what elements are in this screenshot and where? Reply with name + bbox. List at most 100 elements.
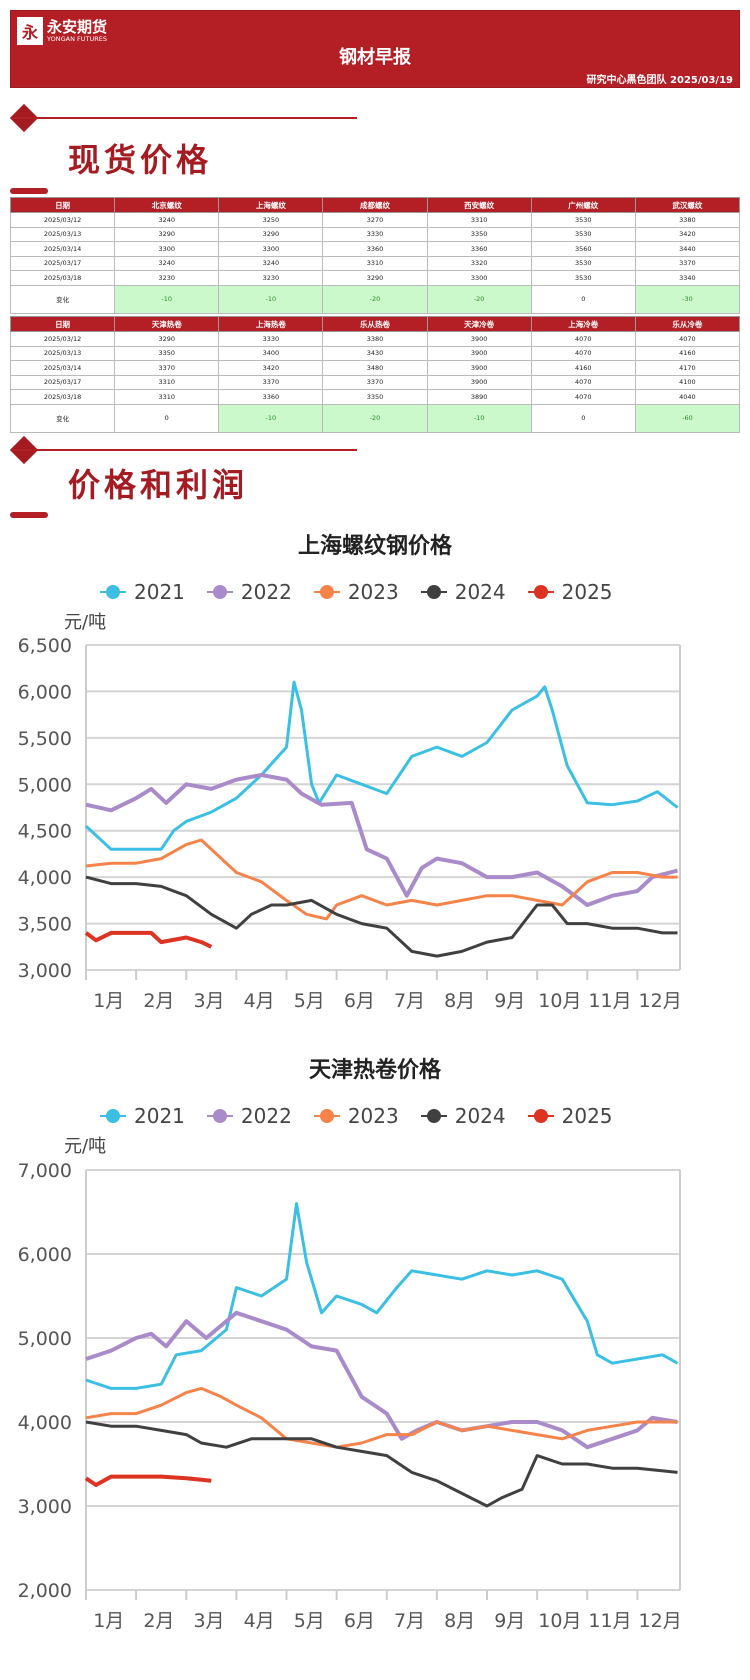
table-cell: 2025/03/14 [9,241,116,257]
column-header: 乐从冷卷 [634,316,741,332]
table-cell: 3360 [218,389,324,405]
report-header: 永 永安期货 YONGAN FUTURES 钢材早报 研究中心黑色团队 2025… [10,10,740,88]
y-tick-label: 3,000 [18,960,72,982]
y-tick-label: 4,000 [18,1412,72,1434]
legend-marker-icon [100,585,126,599]
column-header: 乐从热卷 [322,316,428,332]
column-header: 上海热卷 [218,316,324,332]
series-line-2022 [85,1310,678,1450]
change-row: 变化 0 -10 -20 -10 0 -60 [9,403,741,433]
series-line-2023 [85,838,678,921]
table-cell: 4160 [634,345,741,361]
legend-marker-icon [313,1109,340,1123]
change-cell: -10 [218,403,324,433]
x-tick-label: 11月 [588,990,631,1012]
change-cell: -60 [634,403,741,433]
y-axis-unit: 元/吨 [64,612,107,633]
legend-label: 2021 [134,580,185,604]
table-cell: 3270 [322,212,428,228]
table-row: 2025/03/17 3310 3370 3370 3900 4070 4100 [9,374,741,390]
column-header: 北京螺纹 [114,197,220,213]
x-tick-label: 9月 [494,1610,525,1632]
legend-item-2024[interactable]: 2024 [420,580,506,604]
table-header-row: 日期 天津热卷 上海热卷 乐从热卷 天津冷卷 上海冷卷 乐从冷卷 [9,316,741,332]
legend-item-2025[interactable]: 2025 [527,580,613,604]
y-tick-label: 6,000 [18,681,72,703]
legend-label: 2021 [134,1104,185,1128]
legend-label: 2022 [240,1104,292,1128]
table-cell: 2025/03/18 [9,389,116,405]
table-cell: 3330 [322,226,428,242]
x-tick-label: 8月 [444,990,475,1012]
chart-title: 上海螺纹钢价格 [297,534,452,559]
table-row: 2025/03/13 3290 3290 3330 3350 3530 3420 [9,226,741,242]
table-cell: 4070 [634,331,741,347]
legend-item-2021[interactable]: 2021 [100,580,185,604]
table-cell: 3530 [530,226,636,242]
series-line-2021 [85,1202,679,1390]
legend-item-2023[interactable]: 2023 [313,1104,399,1128]
change-cell: -30 [634,284,741,314]
change-cell: -10 [114,284,220,314]
legend-item-2022[interactable]: 2022 [206,580,292,604]
section-divider [12,117,357,119]
table-row: 2025/03/14 3300 3300 3360 3360 3560 3440 [9,241,741,257]
table-cell: 2025/03/13 [9,226,116,242]
y-tick-label: 4,000 [18,867,72,889]
legend-item-2021[interactable]: 2021 [100,1104,185,1128]
table-cell: 3240 [114,212,220,228]
table-cell: 3370 [634,255,741,271]
legend-label: 2024 [454,580,506,604]
x-tick-label: 8月 [444,1610,475,1632]
x-tick-label: 1月 [93,1610,124,1632]
y-tick-label: 5,000 [18,774,72,796]
legend-item-2025[interactable]: 2025 [527,1104,613,1128]
column-header: 成都螺纹 [322,197,428,213]
section-pill [10,512,48,518]
table-cell: 3360 [322,241,428,257]
legend-marker-icon [420,585,447,599]
y-tick-label: 2,000 [18,1580,72,1602]
legend-item-2024[interactable]: 2024 [420,1104,506,1128]
series-line-2022 [85,773,679,907]
table-cell: 3300 [114,241,220,257]
y-tick-label: 4,500 [18,821,72,843]
table-row: 2025/03/18 3230 3230 3290 3300 3530 3340 [9,270,741,286]
x-tick-label: 10月 [538,990,581,1012]
column-header: 天津冷卷 [426,316,532,332]
y-tick-label: 3,500 [18,914,72,936]
x-tick-label: 6月 [344,1610,375,1632]
x-tick-label: 5月 [294,1610,325,1632]
legend-label: 2024 [454,1104,506,1128]
y-tick-label: 7,000 [18,1160,72,1182]
y-tick-label: 3,000 [18,1496,72,1518]
table-cell: 3350 [322,389,428,405]
table-cell: 4160 [530,360,636,376]
legend-label: 2025 [561,580,613,604]
chart-title: 天津热卷价格 [308,1058,441,1083]
coil-price-table: 日期 天津热卷 上海热卷 乐从热卷 天津冷卷 上海冷卷 乐从冷卷 2025/03/12 3290… [9,316,741,433]
table-cell: 3400 [218,345,324,361]
legend-marker-icon [206,1109,233,1123]
change-row: 变化 -10 -10 -20 -20 0 -30 [9,284,741,314]
chart-legend: 2021 2022 2023 2024 2025 [100,1104,613,1128]
series-line-2021 [84,680,679,851]
legend-item-2023[interactable]: 2023 [313,580,399,604]
logo-mark: 永 [17,17,43,45]
table-cell: 3320 [426,255,532,271]
column-header: 上海冷卷 [530,316,636,332]
table-cell: 2025/03/17 [9,255,116,271]
change-cell: 变化 [9,403,116,433]
table-cell: 3530 [530,270,636,286]
table-cell: 2025/03/12 [9,212,116,228]
y-tick-label: 6,500 [18,635,72,657]
change-cell: -10 [218,284,324,314]
section-pill [10,188,48,194]
table-cell: 3350 [114,345,220,361]
legend-item-2022[interactable]: 2022 [206,1104,292,1128]
x-tick-label: 4月 [244,990,275,1012]
section-title-spot: 现货价格 [68,141,213,179]
table-cell: 3530 [530,212,636,228]
legend-marker-icon [527,1109,554,1123]
